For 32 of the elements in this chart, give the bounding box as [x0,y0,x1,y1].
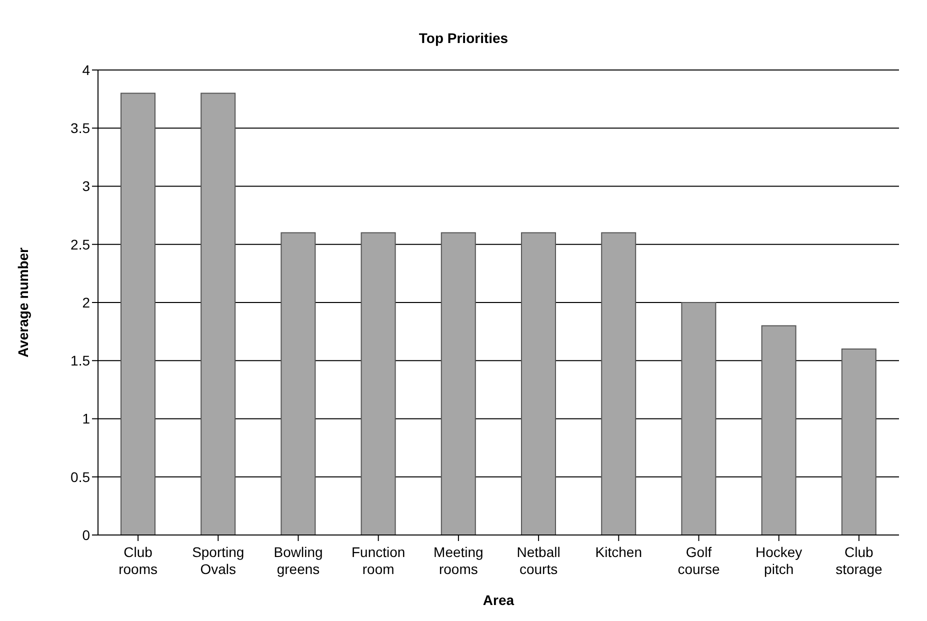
x-tick-label: Club storage [836,544,883,577]
x-tick-label: Golf course [678,544,720,577]
x-tick-label: Netball courts [516,544,560,577]
x-tick-label: Bowling greens [274,544,323,577]
bar [601,232,636,535]
bar [200,92,236,535]
y-tick-label: 0 [82,526,90,543]
y-tick-label: 4 [82,62,90,78]
y-tick-label: 3.5 [70,120,90,136]
bar [681,302,716,535]
y-axis-title: Average number [14,246,31,358]
y-tick-label: 2 [82,294,90,310]
y-tick-label: 1 [82,410,90,427]
y-tick-label: 2.5 [70,236,90,252]
bar [761,325,796,535]
bar [360,232,396,535]
x-tick-label: Club rooms [118,544,158,577]
x-tick-label: Function room [352,544,406,577]
bar [521,232,556,535]
y-tick-label: 1.5 [70,352,90,369]
y-tick-label: 3 [82,178,90,194]
bar [841,348,876,535]
x-tick-label: Hockey pitch [756,544,802,577]
x-axis-title: Area [482,592,514,608]
bar [440,232,476,535]
chart-title: Top Priorities [418,30,510,46]
bar [120,92,156,535]
x-tick-label: Sporting Ovals [192,544,244,577]
x-tick-label: Kitchen [595,544,642,560]
y-tick-label: 0.5 [70,468,90,485]
bar [280,232,316,535]
x-tick-label: Meeting rooms [434,544,484,577]
